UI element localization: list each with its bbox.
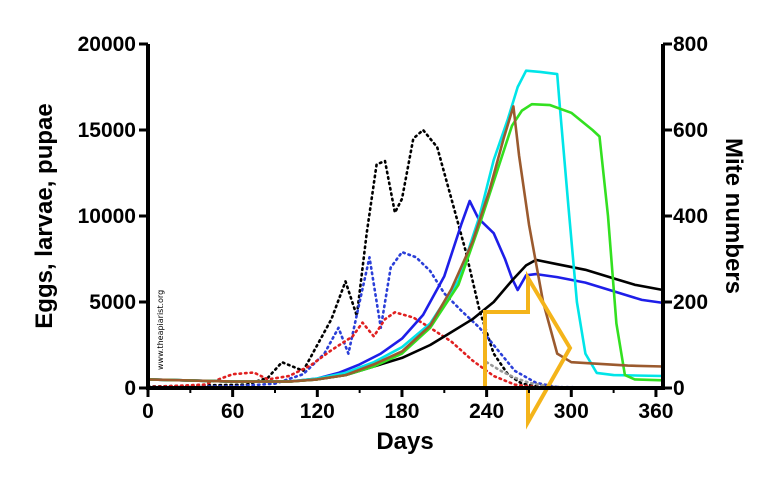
right-axis-title: Mite numbers [720, 138, 747, 294]
x-tick-label: 60 [221, 400, 244, 423]
series-layer [146, 69, 665, 390]
watermark-text: www.theapiarist.org [156, 290, 165, 370]
y-left-tick-label: 10000 [78, 205, 136, 228]
x-tick-label: 360 [638, 400, 673, 423]
ticks-layer: 0 60 120 180 240 300 3600500010000150002000002… [78, 33, 708, 423]
y-right-tick-label: 400 [673, 205, 708, 228]
y-left-tick-label: 15000 [78, 119, 136, 142]
y-right-tick-label: 800 [673, 33, 708, 56]
series-line-8 [147, 102, 664, 383]
x-tick-label: 120 [300, 400, 335, 423]
series-line-7 [147, 69, 664, 383]
x-tick-label: 0 [142, 400, 154, 423]
series-line-2 [146, 250, 665, 390]
y-left-tick-label: 5000 [89, 291, 136, 314]
x-tick-label: 300 [554, 400, 589, 423]
left-axis-title: Eggs, larvae, pupae [31, 103, 58, 328]
y-left-tick-label: 0 [124, 377, 136, 400]
x-axis-title: Days [376, 428, 433, 455]
series-line-1 [146, 128, 665, 390]
y-right-tick-label: 600 [673, 119, 708, 142]
x-tick-label: 180 [384, 400, 419, 423]
x-tick-label: 240 [469, 400, 504, 423]
y-right-tick-label: 200 [673, 291, 708, 314]
series-line-9 [147, 105, 664, 383]
y-left-tick-label: 20000 [78, 33, 136, 56]
y-right-tick-label: 0 [673, 377, 685, 400]
